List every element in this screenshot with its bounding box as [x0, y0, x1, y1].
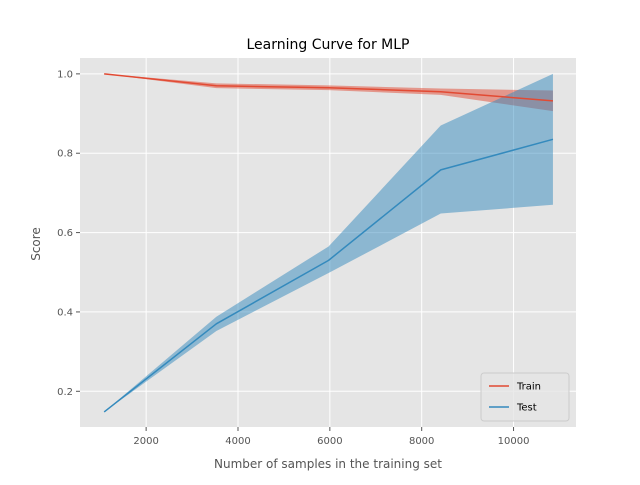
legend-label-train: Train [516, 382, 541, 393]
y-tick-label: 0.4 [57, 307, 73, 318]
x-tick-label: 2000 [133, 436, 158, 447]
y-axis-ticks: 0.2 0.4 0.6 0.8 1.0 [57, 69, 80, 398]
x-tick-label: 10000 [498, 436, 530, 447]
y-tick-label: 0.6 [57, 228, 73, 239]
confidence-bands [104, 73, 553, 412]
x-axis-ticks: 2000 4000 6000 8000 10000 [133, 427, 529, 447]
x-tick-label: 4000 [225, 436, 250, 447]
y-tick-label: 0.8 [57, 149, 73, 160]
y-tick-label: 1.0 [57, 69, 73, 80]
x-tick-label: 8000 [409, 436, 434, 447]
x-axis-label: Number of samples in the training set [214, 457, 442, 471]
chart-title: Learning Curve for MLP [246, 37, 409, 53]
test-confidence-band [104, 73, 553, 412]
test-series-line [103, 138, 554, 413]
y-tick-label: 0.2 [57, 387, 73, 398]
train-series-line [104, 73, 554, 102]
legend-label-test: Test [516, 403, 537, 414]
series-lines [103, 73, 554, 413]
legend-box [480, 372, 570, 422]
y-axis-label: Score [29, 227, 43, 261]
legend: Train Test [480, 372, 570, 422]
train-confidence-band [104, 73, 553, 112]
x-tick-label: 6000 [317, 436, 342, 447]
